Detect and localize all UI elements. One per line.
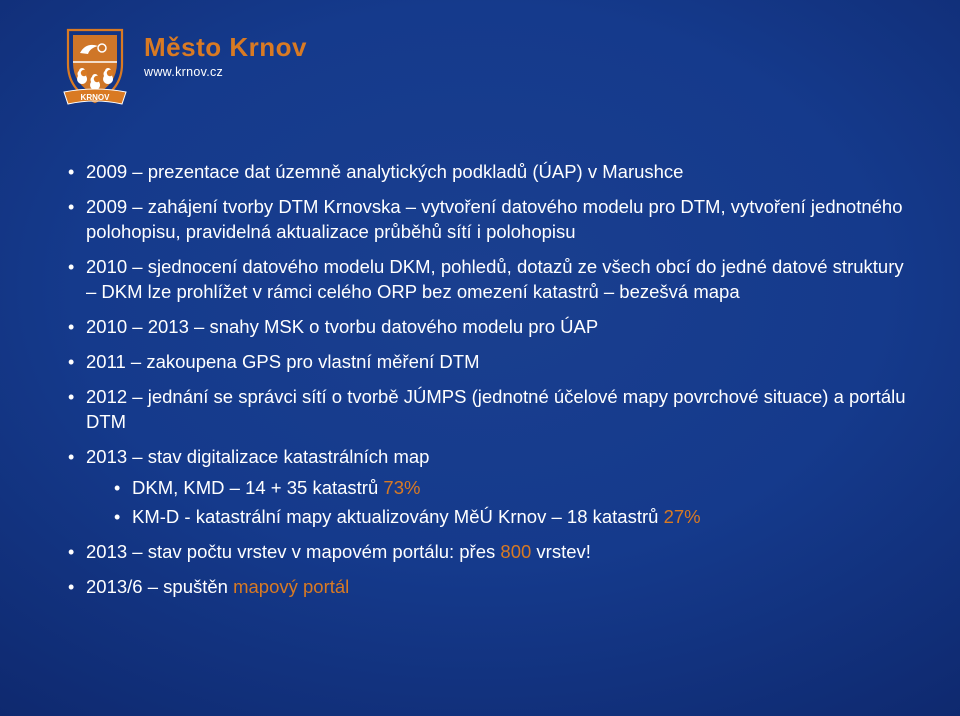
sub-bullet-pre: DKM, KMD – 14 + 35 katastrů [132, 477, 383, 498]
accent-text: 27% [664, 506, 701, 527]
bullet-pre: 2013/6 – spuštěn [86, 576, 233, 597]
bullet-item: 2010 – sjednocení datového modelu DKM, p… [66, 255, 910, 305]
bullet-list: 2009 – prezentace dat územně analytickýc… [66, 160, 910, 600]
sub-bullet-item: KM-D - katastrální mapy aktualizovány Mě… [114, 505, 910, 530]
bullet-text: 2009 – prezentace dat územně analytickýc… [86, 161, 683, 182]
accent-text: 800 [500, 541, 531, 562]
accent-text: mapový portál [233, 576, 349, 597]
bullet-item: 2009 – zahájení tvorby DTM Krnovska – vy… [66, 195, 910, 245]
bullet-item: 2011 – zakoupena GPS pro vlastní měření … [66, 350, 910, 375]
sub-bullet-list: DKM, KMD – 14 + 35 katastrů 73% KM-D - k… [86, 476, 910, 530]
sub-bullet-item: DKM, KMD – 14 + 35 katastrů 73% [114, 476, 910, 501]
bullet-text: 2010 – sjednocení datového modelu DKM, p… [86, 256, 904, 302]
accent-text: 73% [383, 477, 420, 498]
bullet-text: 2009 – zahájení tvorby DTM Krnovska – vy… [86, 196, 902, 242]
bullet-post: vrstev! [531, 541, 591, 562]
bullet-item: 2009 – prezentace dat územně analytickýc… [66, 160, 910, 185]
bullet-pre: 2013 – stav počtu vrstev v mapovém portá… [86, 541, 500, 562]
city-crest-logo: KRNOV [60, 24, 130, 114]
brand-block: Město Krnov www.krnov.cz [144, 24, 307, 79]
brand-title: Město Krnov [144, 32, 307, 63]
bullet-item: 2010 – 2013 – snahy MSK o tvorbu datovéh… [66, 315, 910, 340]
bullet-item: 2013 – stav digitalizace katastrálních m… [66, 445, 910, 530]
bullet-item: 2013 – stav počtu vrstev v mapovém portá… [66, 540, 910, 565]
sub-bullet-pre: KM-D - katastrální mapy aktualizovány Mě… [132, 506, 664, 527]
slide-content: 2009 – prezentace dat územně analytickýc… [60, 160, 910, 600]
logo-banner-text: KRNOV [81, 93, 111, 102]
bullet-text: 2013 – stav digitalizace katastrálních m… [86, 446, 429, 467]
bullet-item: 2013/6 – spuštěn mapový portál [66, 575, 910, 600]
bullet-text: 2011 – zakoupena GPS pro vlastní měření … [86, 351, 480, 372]
slide-header: KRNOV Město Krnov www.krnov.cz [60, 24, 910, 114]
bullet-text: 2010 – 2013 – snahy MSK o tvorbu datovéh… [86, 316, 598, 337]
brand-url: www.krnov.cz [144, 65, 307, 79]
slide: KRNOV Město Krnov www.krnov.cz 2009 – pr… [0, 0, 960, 716]
bullet-item: 2012 – jednání se správci sítí o tvorbě … [66, 385, 910, 435]
bullet-text: 2012 – jednání se správci sítí o tvorbě … [86, 386, 906, 432]
